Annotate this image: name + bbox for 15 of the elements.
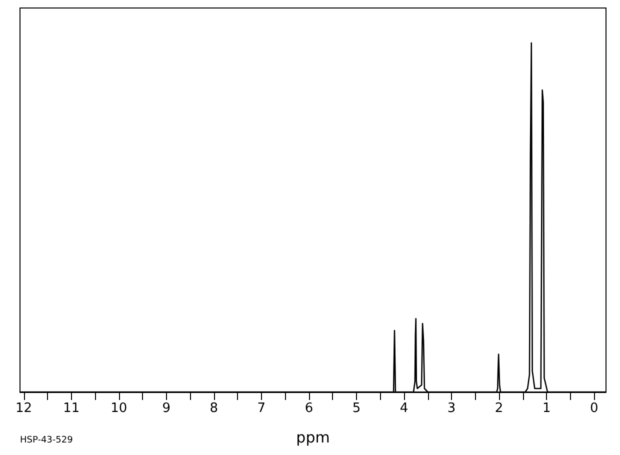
x-tick-label: 9	[162, 401, 171, 416]
x-tick-label: 2	[494, 401, 504, 416]
x-tick-label: 12	[16, 401, 32, 416]
x-tick-label: 3	[447, 401, 456, 416]
text: HSP-43-529	[20, 436, 74, 446]
x-tick-label: 0	[590, 401, 598, 416]
x-tick-label: 4	[400, 401, 408, 416]
x-axis-title: ppm	[296, 428, 330, 446]
x-tick-label: 5	[352, 401, 361, 416]
x-tick-label: 8	[210, 401, 218, 416]
x-tick-label: 1	[542, 401, 551, 416]
x-tick-label: 10	[110, 401, 128, 416]
x-tick-label: 6	[304, 401, 314, 416]
x-tick-label: 7	[257, 401, 266, 416]
x-tick-label: 11	[63, 401, 80, 416]
